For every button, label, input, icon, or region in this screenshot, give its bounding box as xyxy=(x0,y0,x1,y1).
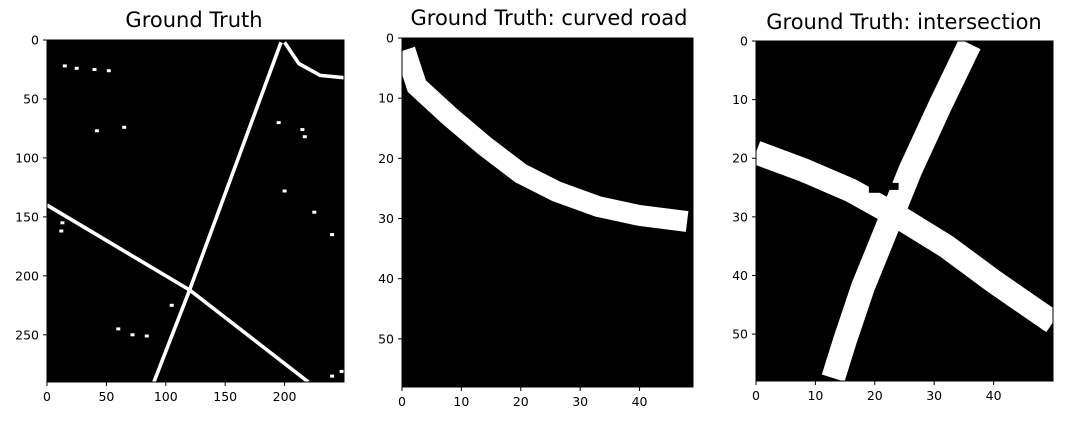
noise-blob xyxy=(312,210,317,214)
noise-blob xyxy=(330,233,335,237)
noise-blob xyxy=(106,69,111,73)
x-tick-label: 30 xyxy=(926,388,942,403)
y-tick-label: 50 xyxy=(23,91,39,106)
x-tick-label: 0 xyxy=(43,389,51,404)
y-tick-label: 0 xyxy=(31,33,39,48)
x-tick-label: 40 xyxy=(632,394,648,409)
y-tick-label: 40 xyxy=(378,271,394,286)
x-tick-label: 0 xyxy=(752,388,760,403)
road-hole xyxy=(886,182,899,190)
panel-3-title: Ground Truth: intersection xyxy=(766,10,1042,34)
road-segment-1 xyxy=(402,46,689,232)
road-segment-2 xyxy=(821,41,981,381)
noise-blob xyxy=(302,135,307,139)
y-tick-label: 10 xyxy=(732,92,748,107)
road-hole xyxy=(868,185,881,193)
axes-frame xyxy=(46,39,345,383)
x-tick-label: 20 xyxy=(867,388,883,403)
road-segment-2 xyxy=(152,41,283,382)
noise-blob xyxy=(144,334,149,338)
axes-frame xyxy=(401,37,694,388)
y-tick-label: 30 xyxy=(732,209,748,224)
noise-blob xyxy=(169,303,174,307)
noise-blob xyxy=(60,221,65,225)
y-tick-label: 0 xyxy=(740,34,748,49)
y-tick-label: 50 xyxy=(378,331,394,346)
noise-blob xyxy=(330,374,335,378)
panel-1: 0 50 100 150 200 0 50 100 150 200 250 xyxy=(15,33,345,404)
y-tick-label: 20 xyxy=(378,151,394,166)
noise-blob xyxy=(62,64,67,68)
panel-1-image xyxy=(47,40,344,382)
y-tick-label: 20 xyxy=(732,151,748,166)
y-tick-label: 50 xyxy=(732,327,748,342)
x-tick-label: 150 xyxy=(213,389,237,404)
y-tick-label: 250 xyxy=(15,327,39,342)
panel-2: 0 10 20 30 40 0 10 20 30 40 50 xyxy=(378,31,694,409)
y-tick-label: 40 xyxy=(732,268,748,283)
y-tick-label: 200 xyxy=(15,268,39,283)
noise-blob xyxy=(282,189,287,193)
x-tick-label: 0 xyxy=(398,394,406,409)
noise-blob xyxy=(59,229,64,233)
noise-blob xyxy=(94,129,99,133)
x-tick-label: 50 xyxy=(98,389,114,404)
y-tick-label: 100 xyxy=(15,150,39,165)
road-segment-3 xyxy=(283,41,344,80)
x-tick-label: 200 xyxy=(273,389,297,404)
noise-blob xyxy=(122,125,127,129)
axes-frame xyxy=(755,40,1054,382)
y-tick-label: 30 xyxy=(378,211,394,226)
noise-blob xyxy=(116,327,121,331)
y-tick-label: 150 xyxy=(15,209,39,224)
x-tick-label: 20 xyxy=(513,394,529,409)
y-tick-label: 0 xyxy=(386,31,394,46)
noise-blob xyxy=(92,68,97,71)
x-tick-label: 40 xyxy=(986,388,1002,403)
x-tick-label: 100 xyxy=(154,389,178,404)
noise-blob xyxy=(300,128,305,132)
noise-blob xyxy=(276,121,281,125)
noise-blob xyxy=(74,66,79,70)
x-tick-label: 10 xyxy=(453,394,469,409)
panel-2-title: Ground Truth: curved road xyxy=(410,6,688,30)
x-tick-label: 10 xyxy=(807,388,823,403)
x-tick-label: 30 xyxy=(572,394,588,409)
panel-3: 0 10 20 30 40 0 10 20 30 40 50 xyxy=(732,34,1054,403)
y-tick-label: 10 xyxy=(378,91,394,106)
noise-blob xyxy=(130,333,135,337)
noise-blob xyxy=(339,369,344,373)
panel-1-title: Ground Truth xyxy=(125,8,263,32)
